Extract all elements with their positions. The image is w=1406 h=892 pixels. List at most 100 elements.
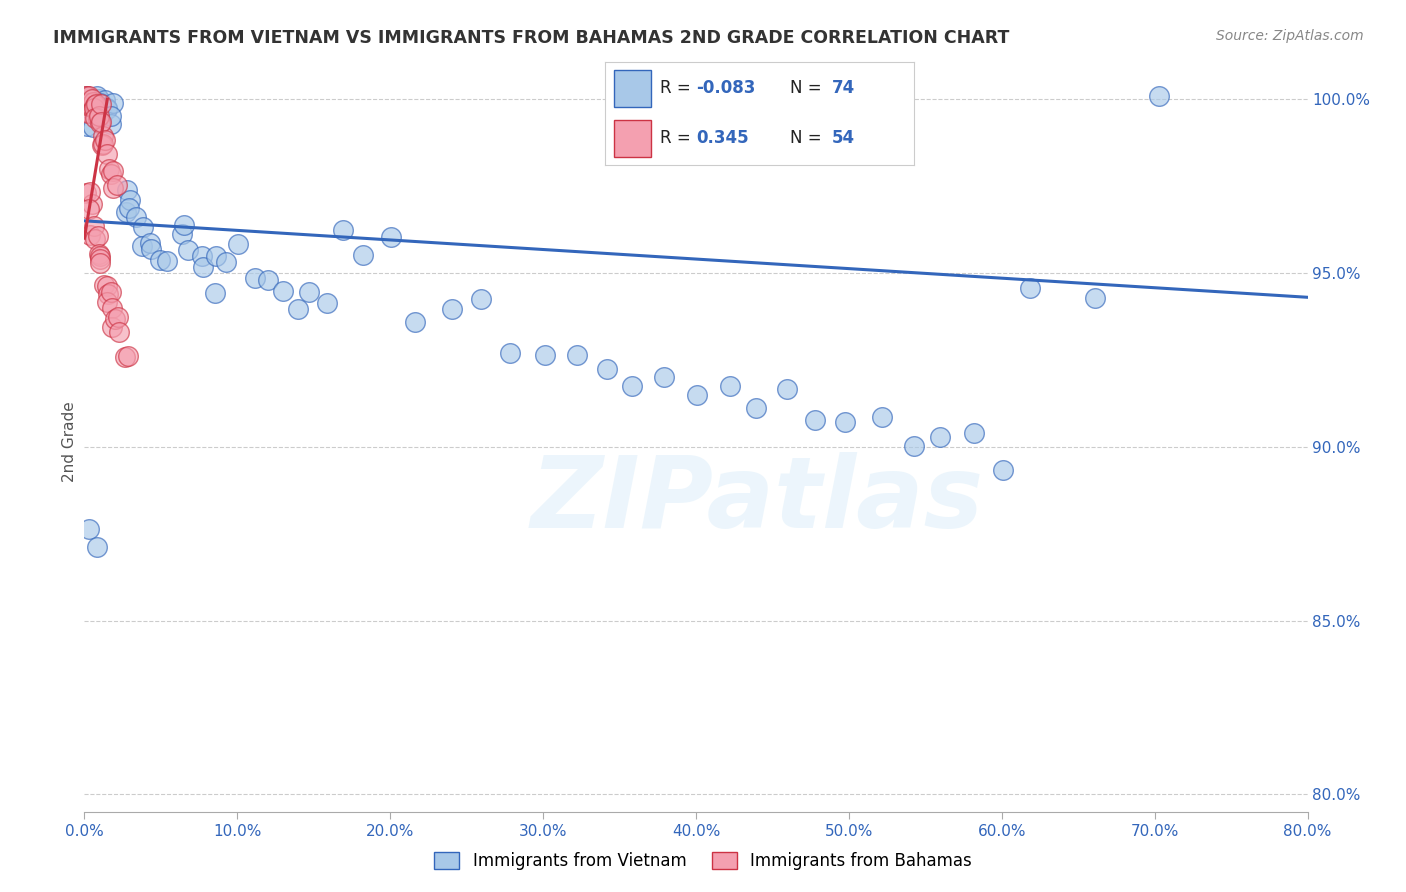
- Legend: Immigrants from Vietnam, Immigrants from Bahamas: Immigrants from Vietnam, Immigrants from…: [427, 845, 979, 877]
- Bar: [614, 70, 651, 106]
- Point: [441, 301, 464, 316]
- Point: [94, 93, 117, 107]
- Point: [621, 379, 644, 393]
- Point: [91, 129, 114, 144]
- Point: [271, 284, 294, 298]
- Point: [84, 112, 107, 126]
- Point: [89, 256, 111, 270]
- Point: [96, 101, 118, 115]
- Point: [77, 522, 100, 536]
- Point: [214, 255, 236, 269]
- Point: [90, 138, 112, 153]
- Text: R =: R =: [661, 129, 702, 147]
- Point: [191, 260, 214, 274]
- Point: [149, 253, 172, 268]
- Point: [298, 285, 321, 300]
- Bar: [614, 120, 651, 157]
- Text: 74: 74: [832, 79, 855, 97]
- Point: [332, 223, 354, 237]
- Point: [89, 116, 111, 130]
- Point: [89, 104, 111, 119]
- Point: [90, 115, 112, 129]
- Point: [77, 105, 100, 120]
- Point: [138, 235, 160, 250]
- Point: [91, 137, 114, 152]
- Point: [80, 197, 103, 211]
- Point: [79, 185, 101, 199]
- Point: [352, 247, 374, 261]
- Point: [101, 164, 124, 178]
- Point: [79, 99, 101, 113]
- Point: [93, 133, 115, 147]
- Point: [97, 286, 120, 301]
- Text: N =: N =: [790, 79, 827, 97]
- Point: [804, 413, 827, 427]
- Point: [80, 95, 103, 109]
- Point: [75, 88, 97, 103]
- Point: [315, 296, 337, 310]
- Point: [83, 232, 105, 246]
- Text: 54: 54: [832, 129, 855, 147]
- Point: [257, 273, 280, 287]
- Point: [101, 301, 124, 316]
- Point: [132, 219, 155, 234]
- Point: [380, 230, 402, 244]
- Y-axis label: 2nd Grade: 2nd Grade: [62, 401, 77, 482]
- Point: [499, 346, 522, 360]
- Point: [76, 88, 98, 103]
- Point: [86, 88, 108, 103]
- Point: [565, 348, 588, 362]
- Point: [79, 227, 101, 242]
- Point: [77, 95, 100, 110]
- Point: [404, 315, 426, 329]
- Point: [205, 249, 228, 263]
- Point: [76, 105, 98, 120]
- Point: [156, 253, 179, 268]
- Point: [963, 426, 986, 441]
- Point: [91, 108, 114, 122]
- Point: [470, 292, 492, 306]
- Point: [870, 410, 893, 425]
- Point: [654, 369, 676, 384]
- Point: [104, 311, 127, 326]
- Point: [84, 97, 107, 112]
- Point: [115, 204, 138, 219]
- Point: [82, 120, 104, 134]
- Point: [131, 239, 153, 253]
- Point: [686, 388, 709, 402]
- Point: [80, 98, 103, 112]
- Point: [1084, 291, 1107, 305]
- Text: N =: N =: [790, 129, 827, 147]
- Text: IMMIGRANTS FROM VIETNAM VS IMMIGRANTS FROM BAHAMAS 2ND GRADE CORRELATION CHART: IMMIGRANTS FROM VIETNAM VS IMMIGRANTS FR…: [53, 29, 1010, 46]
- Point: [89, 95, 111, 110]
- Point: [103, 180, 125, 194]
- Point: [89, 249, 111, 263]
- Point: [89, 252, 111, 266]
- Text: ZIPatlas: ZIPatlas: [530, 452, 984, 549]
- Point: [96, 147, 118, 161]
- Point: [87, 92, 110, 106]
- Point: [100, 110, 122, 124]
- Point: [80, 93, 103, 107]
- Point: [115, 183, 138, 197]
- Text: 0.345: 0.345: [696, 129, 748, 147]
- Point: [170, 227, 193, 241]
- Point: [596, 361, 619, 376]
- Text: R =: R =: [661, 79, 696, 97]
- Point: [114, 350, 136, 364]
- Point: [96, 294, 118, 309]
- Point: [108, 325, 131, 339]
- Point: [100, 167, 122, 181]
- Point: [96, 278, 118, 293]
- Point: [76, 88, 98, 103]
- Point: [141, 242, 163, 256]
- Point: [80, 99, 103, 113]
- Point: [204, 285, 226, 300]
- Point: [87, 112, 110, 126]
- Point: [76, 120, 98, 134]
- Point: [1019, 281, 1042, 295]
- Point: [929, 430, 952, 444]
- Point: [243, 271, 266, 285]
- Point: [90, 108, 112, 122]
- Point: [776, 382, 799, 396]
